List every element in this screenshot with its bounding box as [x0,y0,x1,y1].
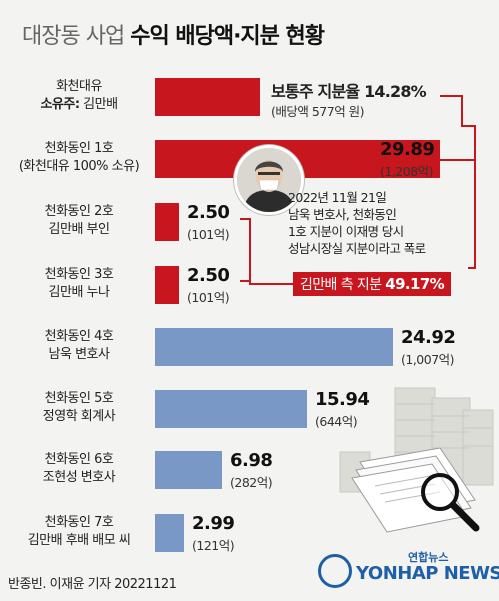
owner-name: 김만배 [79,97,118,112]
row-label-line2: (화천대유 100% 소유) [18,159,140,174]
bar-dividend-label: (644억) [315,414,358,429]
kim-total-label: 김만배 측 지분 [300,277,386,293]
row-label-line1: 천화동인 5호 [44,391,114,406]
avatar [234,145,304,215]
row-label-line2: 남욱 변호사 [48,347,110,362]
kim-total-pct: 49.17% [385,275,445,293]
row-label-line1: 천화동인 2호 [44,204,114,219]
row-label-line2: 김만배 후배 배모 씨 [27,533,131,548]
magnifier-icon [421,473,480,532]
bar-2 [155,203,179,241]
row-label-1: 천화동인 1호 (화천대유 100% 소유) [6,140,152,176]
common-stock-dividend: (배당액 577억 원) [271,104,365,119]
common-stock-pct: 14.28% [364,82,427,101]
annotation-note: 2022년 11월 21일 남욱 변호사, 천화동인 1호 지분이 이재명 당시… [288,189,484,257]
row-label-4: 천화동인 4호 남욱 변호사 [6,328,152,364]
yonhap-circle-icon [318,554,352,588]
row-label-line2: 조현성 변호사 [42,470,116,485]
title-prefix: 대장동 사업 [22,24,125,49]
bar-value-label: 6.98 [230,450,273,471]
row-label-hwacheon: 화천대유 소유주: 김만배 [6,78,152,114]
bar-dividend-label: (101억) [187,290,230,305]
row-label-line2: 정영학 회계사 [42,409,116,424]
owner-label: 소유주: [40,97,80,112]
bar-0 [155,78,260,116]
row-label-6: 천화동인 6호 조현성 변호사 [6,451,152,487]
bar-dividend-label: (1,208억) [380,164,434,179]
row-label-line1: 화천대유 [56,79,102,94]
bar-value-label: 2.50 [187,265,230,286]
annotation-line: 1호 지분이 이재명 당시 [288,224,404,239]
bar-6 [155,451,222,489]
row-label-line2: 김만배 누나 [48,285,110,300]
bar-dividend-label: (101억) [187,227,230,242]
brand-en: YONHAP NEWS [356,563,499,584]
page-title: 대장동 사업 수익 배당액·지분 현황 [22,18,325,50]
bar-4 [155,328,393,366]
annotation-line: 남욱 변호사, 천화동인 [288,207,397,222]
yonhap-logo: 연합뉴스 YONHAP NEWS [318,548,499,592]
kim-total-badge: 김만배 측 지분 49.17% [293,272,452,296]
row-label-line1: 천화동인 1호 [44,141,114,156]
row-label-7: 천화동인 7호 김만배 후배 배모 씨 [6,514,152,550]
row-label-2: 천화동인 2호 김만배 부인 [6,203,152,239]
bar-dividend-label: (1,007억) [401,352,455,367]
byline: 반종빈. 이재윤 기자 20221121 [8,577,177,592]
row-label-line1: 천화동인 4호 [44,329,114,344]
bar-value-label: 2.99 [192,513,235,534]
common-stock-label: 보통주 지분율 14.28% [271,78,427,102]
bar-5 [155,390,307,428]
title-main: 수익 배당액·지분 현황 [130,24,325,49]
row-label-line2: 김만배 부인 [48,222,110,237]
common-stock-text: 보통주 지분율 [271,82,365,101]
bar-value-label: 29.89 [380,139,435,160]
bar-value-label: 15.94 [315,389,370,410]
annotation-line: 2022년 11월 21일 [288,190,387,205]
bar-value-label: 24.92 [401,327,456,348]
bar-value-label: 2.50 [187,202,230,223]
brand-kr: 연합뉴스 [408,551,449,564]
bar-3 [155,266,179,304]
row-label-5: 천화동인 5호 정영학 회계사 [6,390,152,426]
bar-dividend-label: (121억) [192,538,235,553]
annotation-line: 성남시장실 지분이라고 폭로 [288,241,426,256]
bar-dividend-label: (282억) [230,475,273,490]
bar-7 [155,514,184,552]
row-label-line1: 천화동인 6호 [44,452,114,467]
row-label-3: 천화동인 3호 김만배 누나 [6,266,152,302]
row-label-line1: 천화동인 7호 [44,515,114,530]
row-label-line1: 천화동인 3호 [44,267,114,282]
person-icon [237,148,301,212]
